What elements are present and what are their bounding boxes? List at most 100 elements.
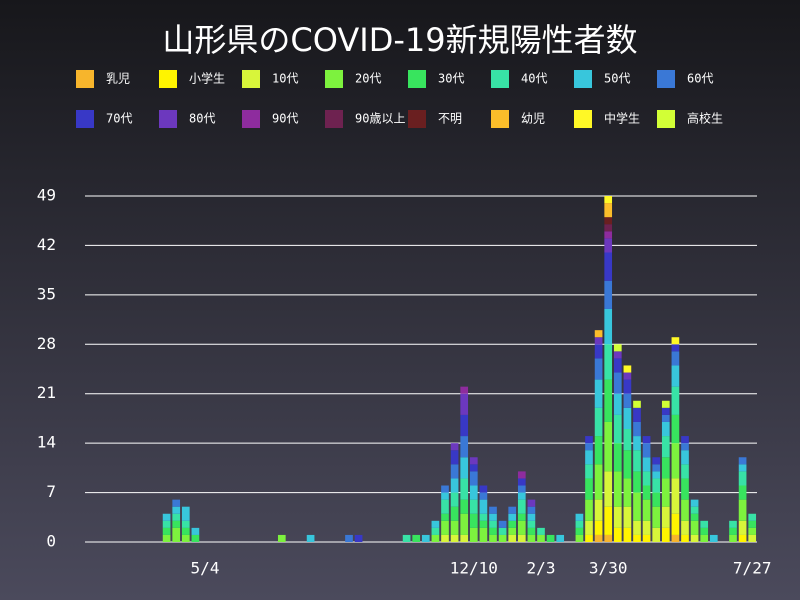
bar-segment xyxy=(191,534,200,542)
bar-segment xyxy=(748,527,757,535)
bar-segment xyxy=(345,534,353,542)
bar-segment xyxy=(162,527,171,535)
bar-segment xyxy=(633,534,641,542)
bar-segment xyxy=(508,513,517,521)
legend-swatch xyxy=(159,70,177,88)
bar-segment xyxy=(623,527,632,542)
legend-swatch xyxy=(242,110,260,128)
bar-segment xyxy=(306,534,315,542)
legend-swatch xyxy=(325,110,343,128)
bar-segment xyxy=(623,393,632,408)
bar-segment xyxy=(671,513,680,535)
bar-segment xyxy=(671,337,680,345)
bar-segment xyxy=(585,499,593,521)
bar-segment xyxy=(748,513,757,521)
bar-segment xyxy=(604,217,613,225)
bar-segment xyxy=(441,492,449,500)
legend-label: 幼児 xyxy=(521,112,545,126)
bar-segment xyxy=(469,527,478,542)
legend-label: 60代 xyxy=(687,72,713,86)
bar-segment xyxy=(729,534,737,542)
bar-segment xyxy=(700,527,709,535)
bar-segment xyxy=(604,231,613,239)
bar-segment xyxy=(517,471,526,479)
bar-segment xyxy=(661,436,670,458)
legend-label: 70代 xyxy=(106,112,132,126)
bar-segment xyxy=(469,485,478,500)
bar-segment xyxy=(661,478,670,507)
bar-segment xyxy=(642,520,651,535)
bar-segment xyxy=(441,520,449,535)
bar-segment xyxy=(441,534,449,542)
x-tick-label: 12/10 xyxy=(450,559,498,578)
legend-label: 10代 xyxy=(272,72,298,86)
bar-segment xyxy=(623,407,632,430)
bar-segment xyxy=(613,527,622,542)
legend-label: 80代 xyxy=(189,112,215,126)
bar-segment xyxy=(450,478,459,493)
bar-segment xyxy=(652,527,661,542)
bar-segment xyxy=(604,203,613,218)
bar-segment xyxy=(681,520,689,535)
bar-segment xyxy=(594,358,603,380)
legend-swatch xyxy=(76,70,94,88)
legend-label: 乳児 xyxy=(106,72,130,86)
bar-segment xyxy=(594,436,603,465)
bar-segment xyxy=(613,443,622,472)
bar-segment xyxy=(671,478,680,514)
bar-segment xyxy=(460,414,469,437)
bar-segment xyxy=(517,492,526,500)
bar-segment xyxy=(661,414,670,422)
legend-label: 90代 xyxy=(272,112,298,126)
bar-segment xyxy=(681,443,689,451)
bar-segment xyxy=(498,527,507,535)
bar-segment xyxy=(585,443,593,451)
x-tick-label: 3/30 xyxy=(589,559,628,578)
bar-segment xyxy=(633,471,641,493)
bar-segment xyxy=(585,534,593,542)
x-tick-label: 5/4 xyxy=(191,559,220,578)
bar-segment xyxy=(546,534,555,542)
y-tick-label: 28 xyxy=(37,334,56,353)
bar-segment xyxy=(671,344,680,352)
bar-segment xyxy=(191,527,200,535)
bar-segment xyxy=(681,464,689,479)
bar-segment xyxy=(517,499,526,514)
bar-segment xyxy=(450,492,459,507)
bar-segment xyxy=(527,527,536,535)
bar-segment xyxy=(460,436,469,458)
bar-segment xyxy=(681,534,689,542)
bar-segment xyxy=(671,386,680,415)
bar-segment xyxy=(527,513,536,521)
bar-segment xyxy=(556,534,565,542)
legend-swatch xyxy=(491,70,509,88)
bar-segment xyxy=(748,534,757,542)
bar-segment xyxy=(181,520,190,528)
bar-segment xyxy=(623,379,632,394)
bar-segment xyxy=(517,478,526,486)
legend-swatch xyxy=(657,110,675,128)
y-tick-label: 35 xyxy=(37,284,56,303)
bar-segment xyxy=(450,450,459,465)
bar-segment xyxy=(277,534,286,542)
bar-segment xyxy=(162,534,171,542)
bar-segment xyxy=(537,527,545,535)
bar-segment xyxy=(527,520,536,528)
bar-segment xyxy=(613,372,622,394)
bar-segment xyxy=(450,520,459,535)
bar-segment xyxy=(489,506,497,514)
bar-segment xyxy=(450,534,459,542)
bar-segment xyxy=(690,499,699,507)
bar-segment xyxy=(681,478,689,500)
bar-segment xyxy=(527,506,536,514)
bar-segment xyxy=(594,520,603,535)
legend-swatch xyxy=(408,70,426,88)
bar-segment xyxy=(517,534,526,542)
bar-segment xyxy=(738,464,747,472)
bar-segment xyxy=(738,485,747,500)
y-tick-label: 42 xyxy=(37,235,56,254)
bar-segment xyxy=(642,499,651,521)
bar-segment xyxy=(460,457,469,479)
bar-segment xyxy=(633,407,641,422)
